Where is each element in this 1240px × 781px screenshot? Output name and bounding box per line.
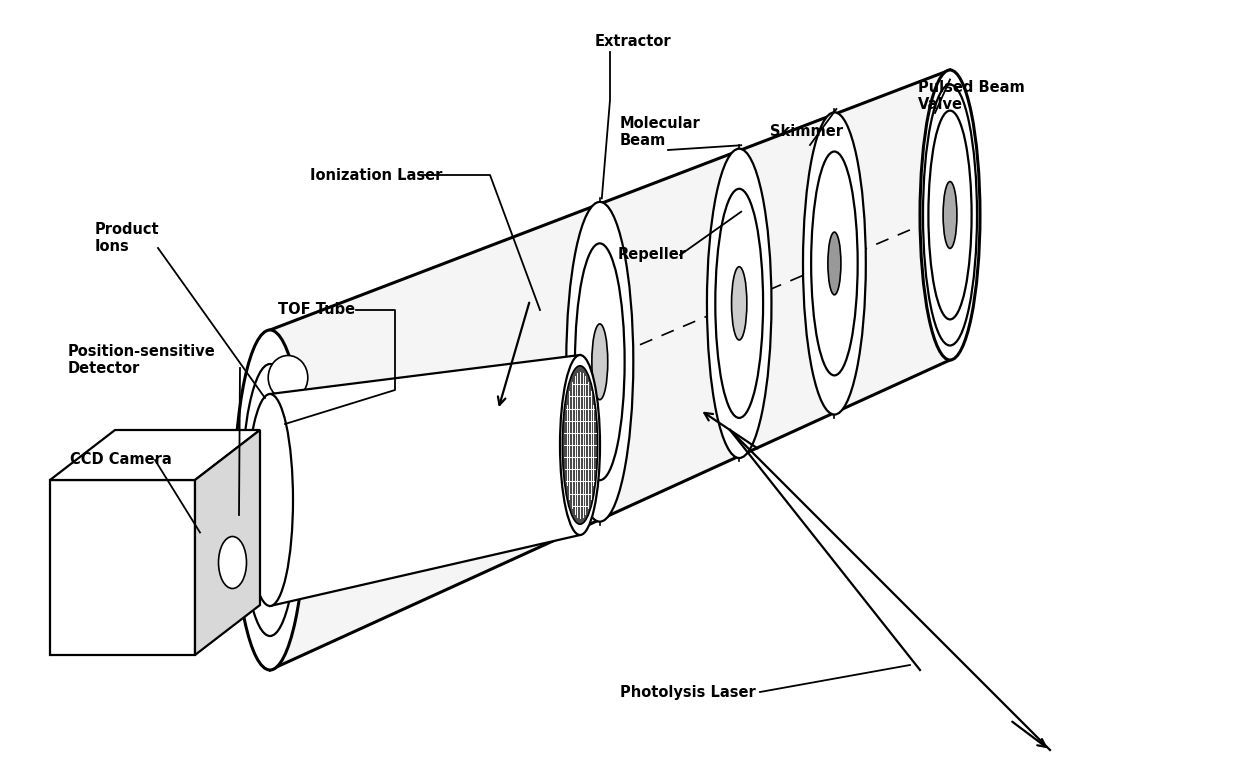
Ellipse shape: [923, 84, 977, 345]
Ellipse shape: [707, 148, 771, 458]
Text: TOF Tube: TOF Tube: [278, 302, 355, 318]
Ellipse shape: [567, 202, 634, 522]
Ellipse shape: [828, 232, 841, 294]
Ellipse shape: [247, 394, 293, 606]
Text: Ionization Laser: Ionization Laser: [310, 167, 443, 183]
Ellipse shape: [811, 152, 858, 376]
Polygon shape: [50, 480, 195, 655]
Ellipse shape: [249, 401, 291, 598]
Text: Position-sensitive
Detector: Position-sensitive Detector: [68, 344, 216, 376]
Text: Extractor: Extractor: [595, 34, 672, 49]
Ellipse shape: [268, 355, 308, 400]
Ellipse shape: [262, 500, 278, 575]
Ellipse shape: [242, 364, 299, 636]
Ellipse shape: [591, 324, 608, 400]
Text: Product
Ions: Product Ions: [95, 222, 160, 254]
Text: Photolysis Laser: Photolysis Laser: [620, 684, 755, 700]
Ellipse shape: [732, 266, 746, 340]
Ellipse shape: [560, 355, 600, 535]
Ellipse shape: [218, 537, 247, 589]
Ellipse shape: [234, 330, 306, 670]
Ellipse shape: [929, 111, 972, 319]
Ellipse shape: [563, 366, 598, 524]
Text: Pulsed Beam
Valve: Pulsed Beam Valve: [918, 80, 1024, 112]
Ellipse shape: [944, 182, 957, 248]
Polygon shape: [270, 70, 950, 670]
Ellipse shape: [804, 112, 866, 415]
Polygon shape: [195, 430, 260, 655]
Text: CCD Camera: CCD Camera: [69, 452, 172, 468]
Text: Skimmer: Skimmer: [770, 124, 843, 140]
Ellipse shape: [575, 244, 625, 480]
Text: Molecular
Beam: Molecular Beam: [620, 116, 701, 148]
Ellipse shape: [715, 189, 763, 418]
Text: Repeller: Repeller: [618, 248, 687, 262]
Polygon shape: [50, 430, 260, 480]
Polygon shape: [270, 355, 580, 606]
Ellipse shape: [920, 70, 980, 360]
